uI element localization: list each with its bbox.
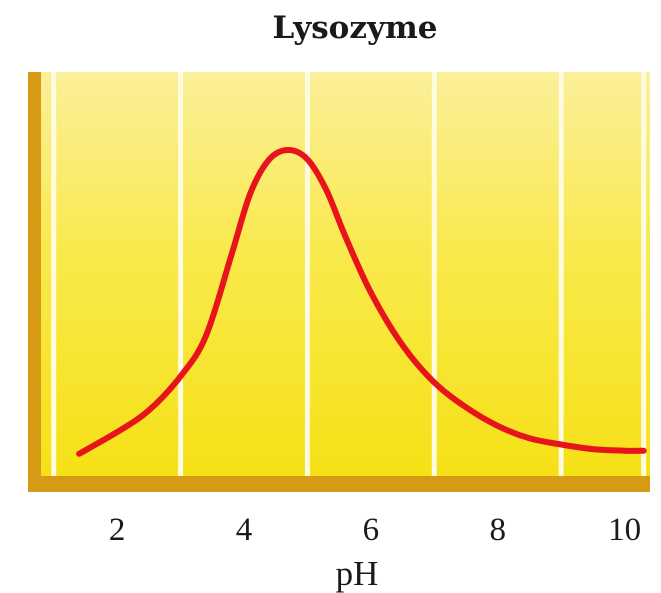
x-tick-labels: 2 4 6 8 10 xyxy=(109,512,641,548)
x-tick-label-6: 6 xyxy=(363,512,380,548)
x-axis-title: pH xyxy=(336,554,379,593)
x-tick-label-10: 10 xyxy=(608,512,641,548)
y-axis-bar xyxy=(28,72,41,492)
x-tick-label-8: 8 xyxy=(490,512,507,548)
x-axis-bar xyxy=(28,476,650,492)
activity-curve xyxy=(76,147,647,457)
x-tick-label-2: 2 xyxy=(109,512,126,548)
x-tick-label-4: 4 xyxy=(236,512,253,548)
chart-title: Lysozyme xyxy=(273,10,438,46)
vertical-gridlines xyxy=(51,72,647,492)
